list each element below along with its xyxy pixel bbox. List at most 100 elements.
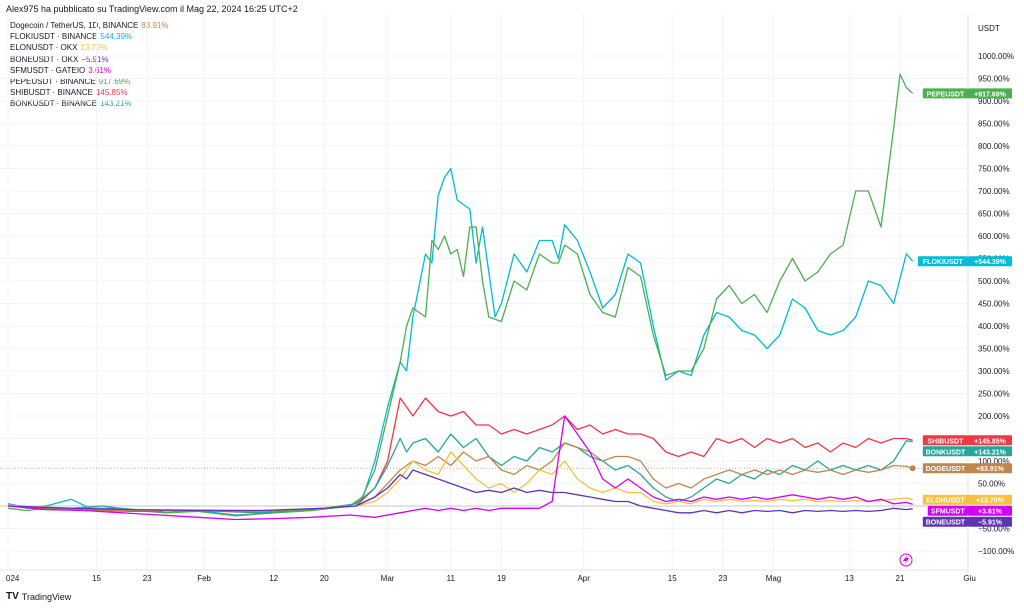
series-line-bonkusdt — [7, 433, 913, 514]
y-tick-label: 450.00% — [978, 300, 1010, 309]
end-value-labels: PEPEUSDT +917.69% FLOKIUSDT +544.39% SHIBUSD… — [899, 88, 1012, 567]
series-line-shibusdt — [7, 397, 913, 514]
legend-item[interactable]: SHIBUSDT · BINANCE 145.85% — [10, 87, 169, 98]
end-label-dogeusdt: DOGEUSDT +83.91% — [922, 463, 1012, 474]
y-axis-unit: USDT — [978, 24, 1000, 33]
x-tick-label: 21 — [896, 574, 905, 583]
series-line-boneusdt — [7, 469, 913, 514]
end-label-name: PEPEUSDT — [927, 91, 965, 98]
end-label-name-bg — [922, 463, 968, 474]
comparison-line-chart[interactable]: USDT 1000.00% 950.00% 900.00% 850.00% 800.00%… — [0, 0, 1024, 590]
y-tick-label: −100.00% — [978, 547, 1014, 556]
end-label-value: +544.39% — [974, 259, 1006, 266]
end-label-name: FLOKIUSDT — [923, 259, 964, 266]
end-label-name-bg — [927, 505, 968, 516]
y-tick-label: 400.00% — [978, 322, 1010, 331]
x-tick-label: 23 — [718, 574, 727, 583]
x-tick-label: Mar — [381, 574, 395, 583]
published-by-text: Alex975 ha pubblicato su TradingView.com… — [6, 4, 298, 14]
event-lightning-icon[interactable] — [899, 553, 913, 567]
y-tick-label: 100.00% — [978, 457, 1010, 466]
end-label-value: +3.61% — [978, 509, 1003, 516]
legend-value: 143.21% — [99, 99, 132, 109]
legend-item[interactable]: SFMUSDT · GATEIO 3.61% — [10, 65, 169, 76]
legend-item[interactable]: PEPEUSDT · BINANCE 917.69% — [10, 76, 169, 87]
y-tick-label: 700.00% — [978, 187, 1010, 196]
legend-item[interactable]: BONKUSDT · BINANCE 143.21% — [10, 98, 169, 109]
tradingview-logo-icon: TV — [6, 591, 19, 602]
x-tick-label: 23 — [143, 574, 152, 583]
y-tick-label: 800.00% — [978, 142, 1010, 151]
end-label-value-bg — [968, 256, 1012, 267]
end-label-value: +145.85% — [974, 438, 1006, 445]
end-label-value: +83.91% — [976, 466, 1005, 473]
y-tick-label: 650.00% — [978, 210, 1010, 219]
legend-item[interactable]: BONEUSDT · OKX −5.91% — [10, 54, 169, 65]
brand-name: TradingView — [21, 591, 72, 602]
y-axis: USDT 1000.00% 950.00% 900.00% 850.00% 800.00%… — [967, 14, 1014, 576]
x-tick-label: Mag — [766, 574, 782, 583]
legend-label: ELONUSDT · OKX — [10, 43, 78, 53]
legend-value: 3.61% — [88, 65, 111, 75]
legend-item[interactable]: FLOKIUSDT · BINANCE 544.39% — [10, 31, 169, 42]
y-tick-label: −50.00% — [978, 525, 1010, 534]
y-tick-label: 950.00% — [978, 75, 1010, 84]
footer-brand: TV TradingView — [6, 591, 71, 602]
x-tick-label: 11 — [447, 574, 456, 583]
y-tick-label: 900.00% — [978, 97, 1010, 106]
end-label-value-bg — [968, 463, 1012, 474]
end-label-name-bg — [922, 435, 968, 446]
y-tick-label: 1000.00% — [978, 52, 1014, 61]
end-label-shibusdt: SHIBUSDT +145.85% — [922, 435, 1012, 446]
end-label-value-bg — [968, 516, 1012, 527]
legend-item[interactable]: ELONUSDT · OKX 13.70% — [10, 42, 169, 53]
end-label-name-bg — [922, 88, 968, 99]
x-tick-label: 13 — [845, 574, 854, 583]
series-line-sfmusdt — [7, 415, 913, 521]
legend-label: BONEUSDT · OKX — [10, 54, 79, 64]
end-label-value: −5.91% — [978, 520, 1003, 527]
legend-value: 917.69% — [98, 76, 131, 86]
x-tick-label: 19 — [497, 574, 506, 583]
end-label-value-bg — [968, 88, 1012, 99]
end-label-name: SFMUSDT — [931, 509, 966, 516]
y-tick-label: 350.00% — [978, 345, 1010, 354]
end-label-name-bg — [922, 516, 968, 527]
end-label-value-bg — [968, 505, 1012, 516]
end-label-value-bg — [968, 435, 1012, 446]
end-label-boneusdt: BONEUSDT −5.91% — [922, 516, 1012, 527]
legend-label: Dogecoin / TetherUS, 1D, BINANCE — [10, 21, 139, 30]
legend-label: PEPEUSDT · BINANCE — [10, 76, 96, 86]
series-line-elonusdt — [7, 451, 913, 512]
end-label-value: +143.21% — [974, 449, 1006, 456]
y-tick-label: 300.00% — [978, 367, 1010, 376]
end-label-name-bg — [922, 494, 968, 505]
legend-item[interactable]: Dogecoin / TetherUS, 1D, BINANCE 83.91% — [10, 20, 169, 31]
end-label-flokiusdt: FLOKIUSDT +544.39% — [917, 256, 1012, 267]
x-tick-label: 12 — [269, 574, 278, 583]
last-point-marker — [909, 465, 916, 472]
legend-value: 145.85% — [95, 88, 128, 98]
series-lines — [7, 73, 916, 521]
chart-legend: Dogecoin / TetherUS, 1D, BINANCE 83.91% FL… — [10, 20, 169, 110]
x-tick-label: Apr — [577, 574, 590, 583]
end-label-pepeusdt: PEPEUSDT +917.69% — [922, 88, 1012, 99]
legend-value: 13.70% — [80, 43, 108, 53]
end-label-value-bg — [968, 446, 1012, 457]
end-label-name: BONEUSDT — [926, 520, 966, 527]
x-tick-label: Giu — [963, 574, 975, 583]
legend-value: −5.91% — [81, 54, 109, 64]
series-line-dogeusdt — [7, 442, 913, 513]
end-label-name-bg — [917, 256, 968, 267]
grid-lines — [0, 14, 968, 570]
y-tick-label: 500.00% — [978, 277, 1010, 286]
end-label-value-bg — [968, 494, 1012, 505]
end-label-name: SHIBUSDT — [928, 438, 965, 445]
end-label-name: ELONUSDT — [926, 498, 965, 505]
legend-label: FLOKIUSDT · BINANCE — [10, 32, 98, 42]
y-tick-label: 250.00% — [978, 390, 1010, 399]
y-tick-label: 50.00% — [978, 480, 1005, 489]
y-tick-label: 750.00% — [978, 165, 1010, 174]
y-tick-label: 200.00% — [978, 412, 1010, 421]
legend-value: 544.39% — [100, 32, 133, 42]
